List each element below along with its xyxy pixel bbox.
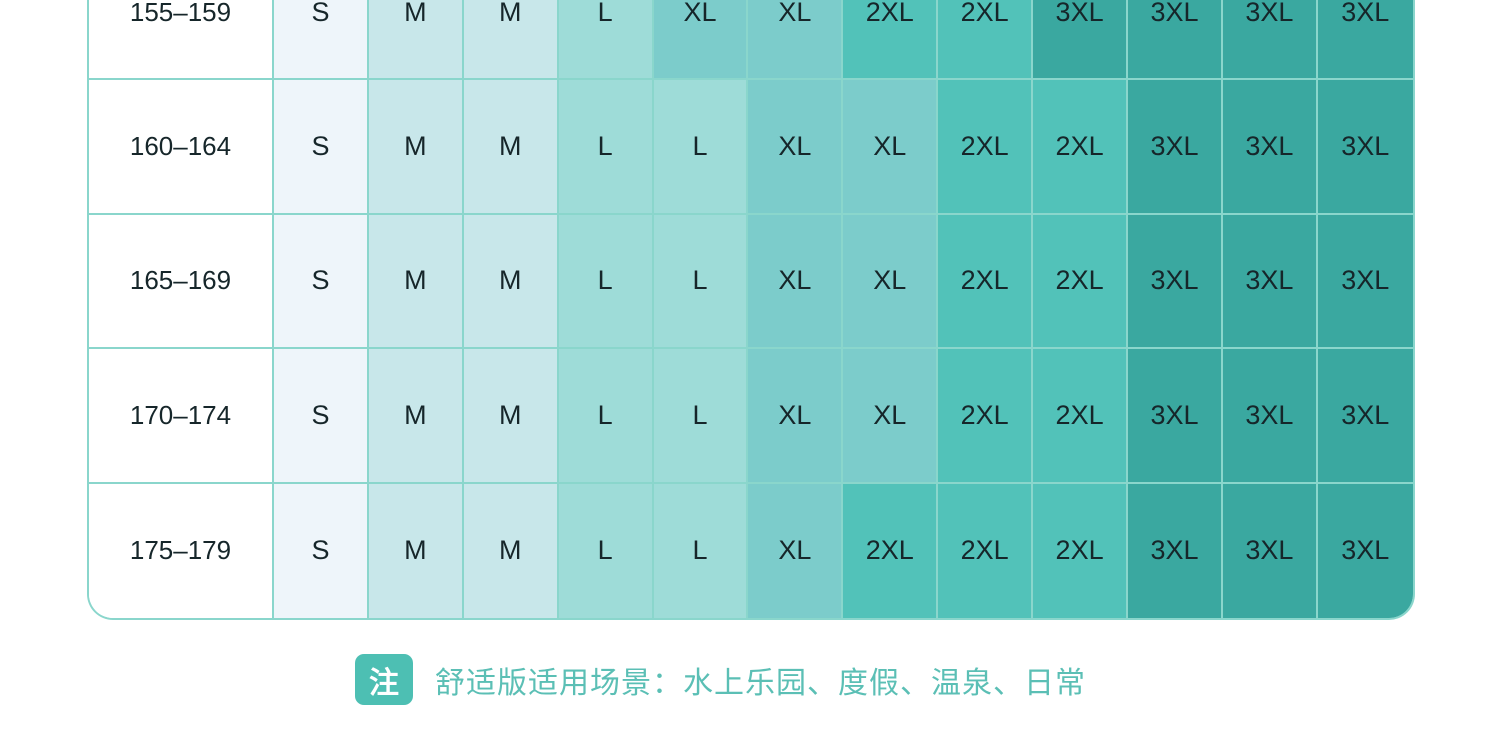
size-cell: L (558, 349, 654, 484)
size-cell: M (368, 349, 464, 484)
size-cell: XL (653, 0, 749, 81)
size-cell: M (463, 80, 559, 215)
note-text: 舒适版适用场景：水上乐园、度假、温泉、日常 (435, 666, 1086, 700)
note: 注 舒适版适用场景：水上乐园、度假、温泉、日常 (355, 654, 1086, 705)
size-cell: L (653, 349, 749, 484)
size-cell: M (368, 80, 464, 215)
size-cell: M (368, 483, 464, 618)
size-cell: XL (748, 0, 844, 81)
size-chart-table: 155–159 S M M L XL XL 2XL 2XL 3XL 3XL 3XL 3XL 160–164… (87, 0, 1415, 620)
size-cell: 2XL (938, 214, 1034, 350)
size-cell: M (368, 0, 464, 81)
size-cell: L (653, 80, 749, 215)
size-cell: L (558, 80, 654, 215)
size-cell: 2XL (843, 483, 939, 618)
size-cell: S (274, 483, 369, 618)
size-cell: S (274, 349, 369, 484)
size-cell: 3XL (1317, 349, 1413, 484)
size-cell: M (368, 214, 464, 350)
size-cell: 2XL (1033, 80, 1129, 215)
size-cell: 3XL (1222, 349, 1318, 484)
size-cell: XL (748, 483, 844, 618)
size-cell: 3XL (1317, 80, 1413, 215)
size-cell: L (653, 483, 749, 618)
size-cell: 3XL (1317, 0, 1413, 81)
size-cell: XL (748, 80, 844, 215)
height-range-cell: 160–164 (89, 80, 274, 215)
size-cell: XL (843, 80, 939, 215)
size-cell: 3XL (1317, 214, 1413, 350)
size-cell: XL (843, 349, 939, 484)
size-cell: 2XL (938, 0, 1034, 81)
size-cell: 2XL (938, 483, 1034, 618)
size-cell: 3XL (1222, 483, 1318, 618)
note-badge: 注 (355, 654, 413, 705)
size-cell: L (558, 214, 654, 350)
height-range-cell: 155–159 (89, 0, 274, 81)
size-cell: M (463, 349, 559, 484)
size-cell: M (463, 0, 559, 81)
height-range-cell: 165–169 (89, 214, 274, 350)
size-cell: 3XL (1128, 0, 1223, 81)
size-cell: S (274, 214, 369, 350)
size-cell: 3XL (1222, 80, 1318, 215)
size-cell: 2XL (938, 349, 1034, 484)
size-cell: 3XL (1128, 483, 1223, 618)
size-cell: 3XL (1222, 0, 1318, 81)
size-cell: 3XL (1128, 80, 1223, 215)
size-cell: M (463, 214, 559, 350)
size-cell: 3XL (1317, 483, 1413, 618)
size-cell: L (558, 483, 654, 618)
size-cell: 2XL (1033, 349, 1129, 484)
size-cell: XL (843, 214, 939, 350)
size-cell: 3XL (1128, 214, 1223, 350)
size-cell: M (463, 483, 559, 618)
size-cell: 2XL (938, 80, 1034, 215)
size-cell: 3XL (1033, 0, 1129, 81)
height-range-cell: 175–179 (89, 483, 274, 618)
height-range-cell: 170–174 (89, 349, 274, 484)
size-cell: 2XL (843, 0, 939, 81)
size-cell: XL (748, 214, 844, 350)
size-cell: L (558, 0, 654, 81)
size-cell: S (274, 0, 369, 81)
size-cell: XL (748, 349, 844, 484)
size-cell: S (274, 80, 369, 215)
size-cell: L (653, 214, 749, 350)
size-cell: 2XL (1033, 214, 1129, 350)
size-cell: 3XL (1222, 214, 1318, 350)
size-cell: 3XL (1128, 349, 1223, 484)
size-cell: 2XL (1033, 483, 1129, 618)
